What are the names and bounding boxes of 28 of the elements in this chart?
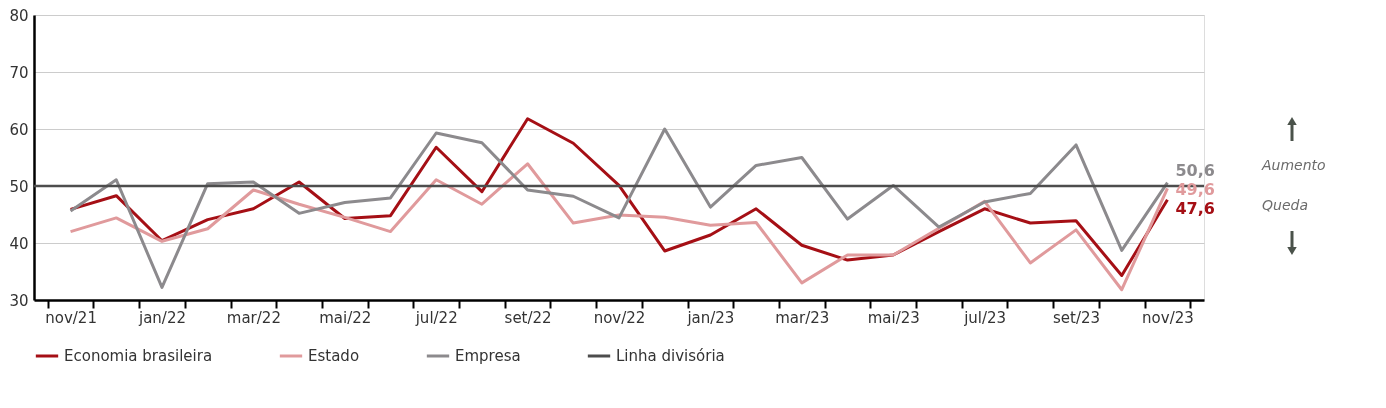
data-label: 50,6 (1175, 161, 1215, 181)
x-tick-label: mai/22 (319, 308, 372, 327)
legend-label: Estado (308, 347, 360, 365)
x-tick-label: set/22 (504, 308, 552, 327)
x-tick-label: jul/23 (963, 308, 1007, 327)
legend-label: Linha divisória (616, 347, 725, 365)
x-tick-label: mai/23 (867, 308, 920, 327)
y-tick-label: 60 (9, 120, 29, 139)
x-tick-label: jan/23 (686, 308, 735, 327)
data-label: 47,6 (1175, 199, 1215, 219)
x-tick-label: nov/21 (45, 308, 97, 327)
x-tick-label: mar/23 (775, 308, 830, 327)
x-tick-label: set/23 (1052, 308, 1101, 327)
x-tick-label: jul/22 (414, 308, 458, 327)
x-tick-label: nov/23 (1142, 308, 1194, 327)
y-tick-label: 30 (9, 291, 29, 310)
line-series (69, 162, 1169, 292)
y-tick-label: 40 (9, 234, 29, 253)
x-tick-label: nov/22 (593, 308, 646, 327)
text: Aumento (1261, 157, 1326, 173)
legend-label: Empresa (455, 347, 521, 365)
legend-label: Economia brasileira (64, 347, 213, 365)
y-tick-label: 70 (9, 63, 29, 82)
y-tick-label: 80 (9, 6, 29, 25)
text: Queda (1262, 197, 1308, 213)
x-tick-label: jan/22 (137, 308, 186, 327)
y-tick-label: 50 (9, 177, 29, 196)
x-tick-label: mar/22 (226, 308, 281, 327)
